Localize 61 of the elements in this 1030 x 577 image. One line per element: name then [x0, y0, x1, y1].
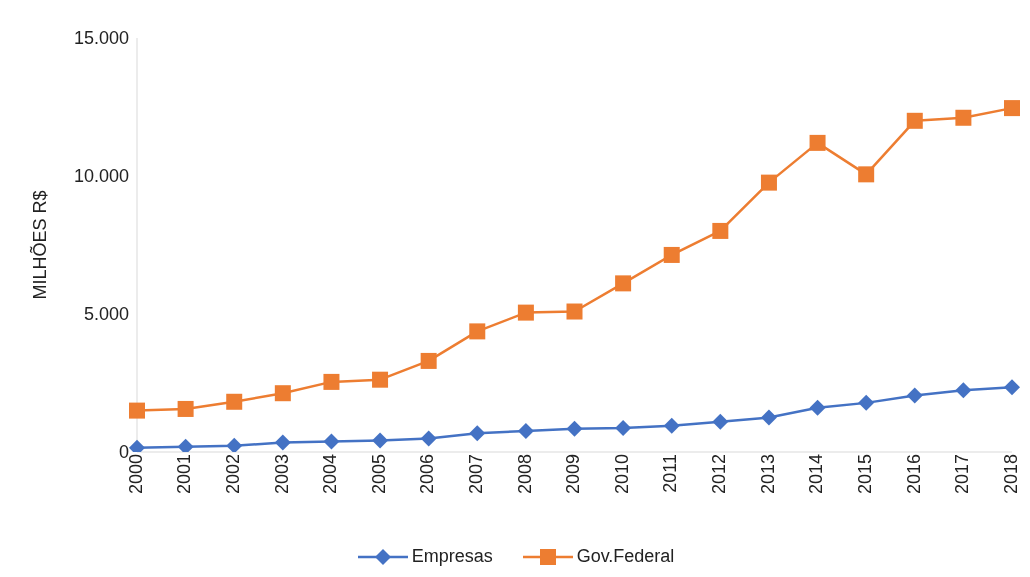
x-tick-label: 2004	[320, 454, 341, 495]
point	[955, 382, 972, 399]
point	[226, 437, 243, 452]
y-tick-label: 5.000	[83, 304, 129, 325]
point	[566, 420, 583, 437]
point	[1004, 100, 1020, 117]
point	[323, 373, 340, 390]
x-tick-label: 2006	[417, 454, 438, 495]
x-tick-label: 2005	[368, 454, 389, 495]
point	[372, 371, 389, 388]
point	[615, 275, 632, 292]
legend-label: Empresas	[411, 546, 493, 567]
point	[517, 304, 534, 321]
point	[906, 112, 923, 129]
point	[712, 413, 729, 430]
point	[955, 109, 972, 126]
x-tick-label: 2012	[709, 454, 730, 495]
y-tick-label: 10.000	[73, 166, 129, 187]
y-tick-label: 15.000	[73, 28, 129, 49]
x-tick-label: 2011	[660, 454, 681, 493]
x-tick-label: 2009	[563, 454, 584, 495]
point	[906, 387, 923, 404]
point	[177, 438, 194, 452]
point	[517, 423, 534, 440]
x-tick-label: 2010	[611, 454, 632, 495]
x-tick-label: 2013	[757, 454, 778, 495]
x-tick-label: 2017	[952, 454, 973, 495]
point	[323, 433, 340, 450]
point	[177, 400, 194, 417]
point	[858, 394, 875, 411]
point	[760, 174, 777, 191]
point	[274, 385, 291, 402]
x-tick-label: 2015	[854, 454, 875, 495]
x-tick-label: 2018	[1000, 454, 1021, 495]
x-tick-label: 2016	[903, 454, 924, 495]
y-axis-title: MILHÕES R$	[29, 190, 51, 300]
point	[420, 430, 437, 447]
point	[712, 222, 729, 239]
point	[420, 352, 437, 369]
point	[663, 417, 680, 434]
x-tick-label: 2008	[514, 454, 535, 495]
point	[858, 166, 875, 183]
point	[566, 303, 583, 320]
x-tick-label: 2001	[174, 454, 195, 495]
point	[809, 399, 826, 416]
x-tick-label: 2007	[466, 454, 487, 495]
point	[809, 134, 826, 151]
x-tick-label: 2002	[223, 454, 243, 495]
point	[469, 323, 486, 340]
legend-label: Gov.Federal	[576, 546, 675, 567]
point	[226, 393, 243, 410]
x-tick-label: 2014	[806, 454, 827, 495]
point	[372, 432, 389, 449]
point	[129, 402, 145, 419]
point	[615, 419, 632, 436]
x-tick-label: 2003	[271, 454, 292, 495]
point	[663, 246, 680, 263]
point	[1004, 379, 1020, 396]
point	[469, 425, 486, 442]
point	[760, 409, 777, 426]
point	[274, 434, 291, 451]
